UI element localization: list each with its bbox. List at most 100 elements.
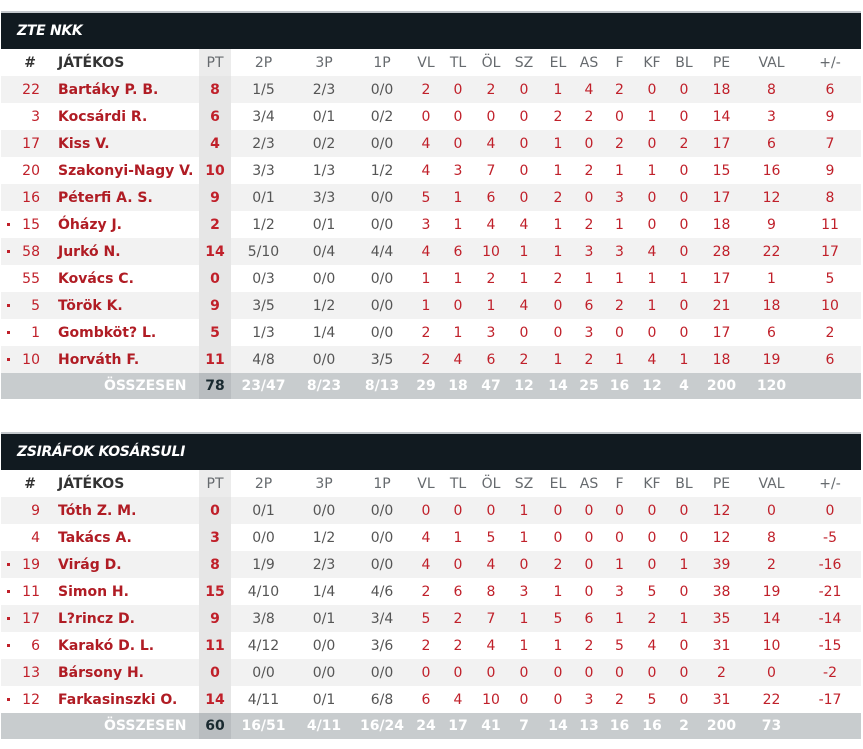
totals-spacer (1, 373, 46, 399)
stat-vl: 0 (412, 103, 440, 130)
starter-marker (7, 563, 10, 566)
stat-as: 2 (574, 632, 604, 659)
player-name[interactable]: Horváth F. (46, 346, 199, 373)
stat-as: 2 (574, 346, 604, 373)
total-pt: 78 (199, 373, 231, 399)
stat-kf: 1 (635, 103, 669, 130)
stat-pe: 31 (699, 686, 744, 713)
stat-3p: 1/2 (296, 292, 352, 319)
col-header-val: VAL (744, 49, 799, 76)
stat-val: 16 (744, 157, 799, 184)
stat-plus-minus: 9 (799, 157, 861, 184)
stat-ol: 0 (476, 103, 506, 130)
totals-row: ÖSSZESEN 60 16/51 4/11 16/24 24 17 41 7 14 13 16 16 2… (1, 713, 861, 739)
player-name[interactable]: Óházy J. (46, 211, 199, 238)
stat-el: 5 (542, 605, 574, 632)
stat-pe: 17 (699, 319, 744, 346)
stat-pt: 14 (199, 686, 231, 713)
stat-pt: 9 (199, 184, 231, 211)
player-name[interactable]: Tóth Z. M. (46, 497, 199, 524)
stat-kf: 0 (635, 659, 669, 686)
stat-plus-minus: -5 (799, 524, 861, 551)
stat-f: 2 (604, 292, 635, 319)
stat-pt: 6 (199, 103, 231, 130)
table-row: 1 Gombköt? L. 5 1/3 1/4 0/0 2 1 3 0 0 3 0 0 0 17 6 2 (1, 319, 861, 346)
jersey-number: 55 (1, 265, 46, 292)
stat-2p: 4/10 (231, 578, 296, 605)
stat-as: 2 (574, 211, 604, 238)
player-name[interactable]: Farkasinszki O. (46, 686, 199, 713)
jersey-number: 17 (1, 130, 46, 157)
player-name[interactable]: Simon H. (46, 578, 199, 605)
stat-as: 1 (574, 265, 604, 292)
stat-pt: 4 (199, 130, 231, 157)
total-el: 14 (542, 713, 574, 739)
stat-1p: 0/0 (352, 659, 412, 686)
col-header-name: JÁTÉKOS (46, 470, 199, 497)
player-name[interactable]: Török K. (46, 292, 199, 319)
player-name[interactable]: Virág D. (46, 551, 199, 578)
col-header-pt: PT (199, 49, 231, 76)
stat-tl: 0 (440, 659, 476, 686)
stat-plus-minus: 6 (799, 346, 861, 373)
player-name[interactable]: Karakó D. L. (46, 632, 199, 659)
team-box-score: ZSIRÁFOK KOSÁRSULI # JÁTÉKOS PT 2P 3P 1P VL TL Ö… (1, 432, 861, 739)
table-row: 17 Kiss V. 4 2/3 0/2 0/0 4 0 4 0 1 0 2 0 2 17 6 7 (1, 130, 861, 157)
stat-as: 0 (574, 497, 604, 524)
stat-vl: 1 (412, 265, 440, 292)
stat-bl: 0 (669, 211, 699, 238)
player-name[interactable]: Takács A. (46, 524, 199, 551)
stat-f: 0 (604, 524, 635, 551)
player-name[interactable]: Bársony H. (46, 659, 199, 686)
stat-pe: 38 (699, 578, 744, 605)
stat-el: 1 (542, 346, 574, 373)
stat-plus-minus: -21 (799, 578, 861, 605)
col-header-2p: 2P (231, 49, 296, 76)
stat-kf: 0 (635, 551, 669, 578)
player-name[interactable]: Jurkó N. (46, 238, 199, 265)
jersey-number: 12 (1, 686, 46, 713)
player-name[interactable]: Bartáky P. B. (46, 76, 199, 103)
col-header-kf: KF (635, 470, 669, 497)
stat-3p: 3/3 (296, 184, 352, 211)
col-header-kf: KF (635, 49, 669, 76)
jersey-number-text: 5 (31, 297, 40, 314)
player-name[interactable]: Kovács C. (46, 265, 199, 292)
stat-ol: 3 (476, 319, 506, 346)
jersey-number: 22 (1, 76, 46, 103)
stat-as: 6 (574, 292, 604, 319)
total-kf: 16 (635, 713, 669, 739)
table-row: 19 Virág D. 8 1/9 2/3 0/0 4 0 4 0 2 0 1 0 1 39 2 -16 (1, 551, 861, 578)
stat-val: 8 (744, 524, 799, 551)
stat-as: 0 (574, 130, 604, 157)
table-row: 6 Karakó D. L. 11 4/12 0/0 3/6 2 2 4 1 1 2 5 4 0 31 10 -1… (1, 632, 861, 659)
player-name[interactable]: Gombköt? L. (46, 319, 199, 346)
jersey-number: 5 (1, 292, 46, 319)
jersey-number-text: 55 (22, 270, 40, 287)
col-header-plus-minus: +/- (799, 49, 861, 76)
player-name[interactable]: Péterfi A. S. (46, 184, 199, 211)
jersey-number: 13 (1, 659, 46, 686)
stat-f: 1 (604, 211, 635, 238)
total-pe: 200 (699, 713, 744, 739)
stat-el: 1 (542, 578, 574, 605)
stat-2p: 4/11 (231, 686, 296, 713)
player-name[interactable]: L?rincz D. (46, 605, 199, 632)
stat-f: 2 (604, 686, 635, 713)
stat-tl: 4 (440, 686, 476, 713)
player-name[interactable]: Kiss V. (46, 130, 199, 157)
col-header-3p: 3P (296, 49, 352, 76)
stat-kf: 1 (635, 157, 669, 184)
stat-bl: 0 (669, 238, 699, 265)
stat-val: 2 (744, 551, 799, 578)
stat-tl: 0 (440, 130, 476, 157)
total-tl: 17 (440, 713, 476, 739)
stat-2p: 4/8 (231, 346, 296, 373)
stat-plus-minus: 8 (799, 184, 861, 211)
stat-1p: 0/0 (352, 497, 412, 524)
col-header-1p: 1P (352, 470, 412, 497)
stat-2p: 0/0 (231, 524, 296, 551)
player-name[interactable]: Kocsárdi R. (46, 103, 199, 130)
stat-as: 0 (574, 578, 604, 605)
player-name[interactable]: Szakonyi-Nagy V. (46, 157, 199, 184)
